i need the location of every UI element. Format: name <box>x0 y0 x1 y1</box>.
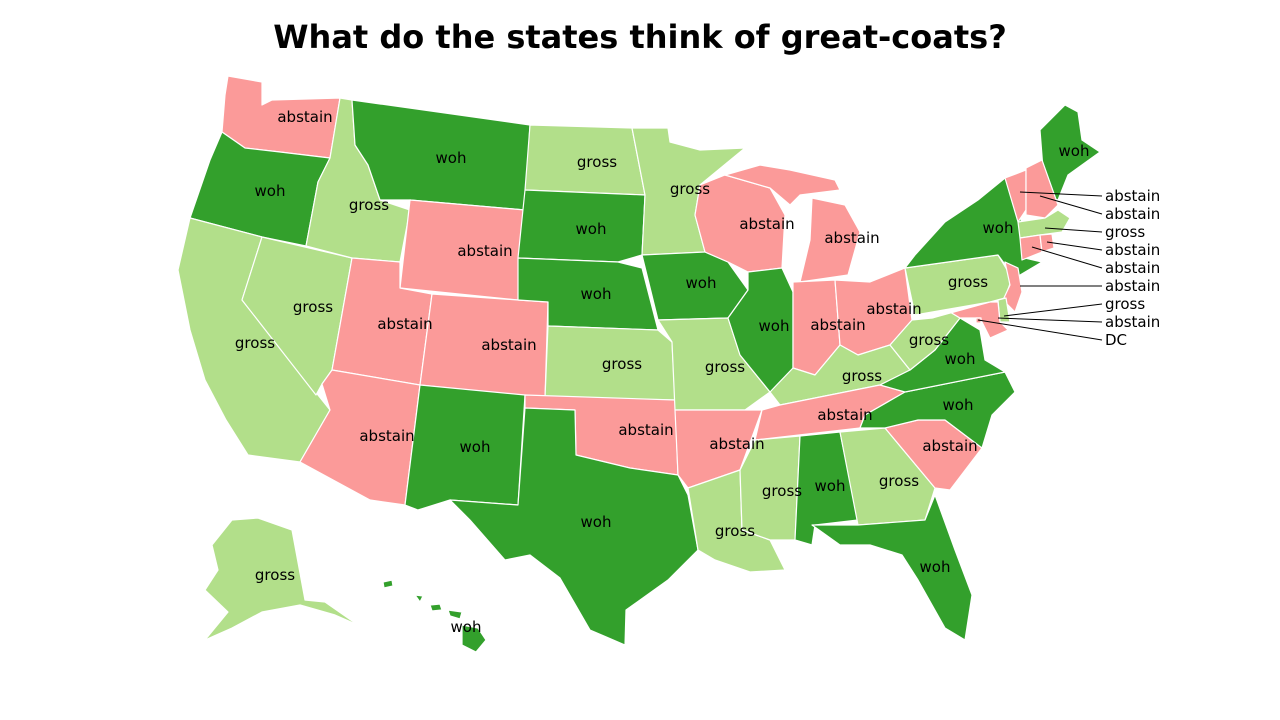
label-KY: gross <box>842 367 882 385</box>
map-title: What do the states think of great-coats? <box>273 18 1007 56</box>
label-WV: gross <box>909 331 949 349</box>
label-LA: gross <box>715 522 755 540</box>
label-NY: woh <box>983 219 1014 237</box>
label-NV: gross <box>293 298 333 316</box>
label-AL: woh <box>815 477 846 495</box>
label-CO: abstain <box>481 336 536 354</box>
label-OR: woh <box>255 182 286 200</box>
callout-label: abstain <box>1105 205 1160 223</box>
label-ME: woh <box>1059 142 1090 160</box>
label-MS: gross <box>762 482 802 500</box>
callout-labels: abstain abstain gross abstain abstain ab… <box>1105 187 1160 349</box>
label-PA: gross <box>948 273 988 291</box>
state-TX[interactable] <box>449 407 699 646</box>
label-WI: abstain <box>739 215 794 233</box>
state-labels: abstain woh gross gross gross woh abstai… <box>235 108 1090 636</box>
state-SD[interactable] <box>517 189 646 263</box>
label-MI: abstain <box>824 229 879 247</box>
callout-label: abstain <box>1105 259 1160 277</box>
label-MO: gross <box>705 358 745 376</box>
label-OK: abstain <box>618 421 673 439</box>
label-FL: woh <box>920 558 951 576</box>
label-GA: gross <box>879 472 919 490</box>
label-AK: gross <box>255 566 295 584</box>
state-FL[interactable] <box>811 494 973 641</box>
state-NH[interactable] <box>1025 159 1059 219</box>
state-AK[interactable] <box>204 517 359 641</box>
callout-label: abstain <box>1105 241 1160 259</box>
callout-label: gross <box>1105 223 1145 241</box>
label-WY: abstain <box>457 242 512 260</box>
label-WA: abstain <box>277 108 332 126</box>
label-IA: woh <box>686 274 717 292</box>
state-NJ[interactable] <box>1002 261 1023 313</box>
label-ID: gross <box>349 196 389 214</box>
label-TN: abstain <box>817 406 872 424</box>
label-SC: abstain <box>922 437 977 455</box>
label-NC: woh <box>943 396 974 414</box>
state-GA[interactable] <box>839 427 936 526</box>
callout-label: abstain <box>1105 187 1160 205</box>
callout-label: abstain <box>1105 277 1160 295</box>
label-ND: gross <box>577 153 617 171</box>
label-MN: gross <box>670 180 710 198</box>
callout-label: abstain <box>1105 313 1160 331</box>
state-RI[interactable] <box>1039 233 1055 253</box>
label-KS: gross <box>602 355 642 373</box>
label-IL: woh <box>759 317 790 335</box>
label-IN: abstain <box>810 316 865 334</box>
callout-leaders <box>977 191 1103 341</box>
label-OH: abstain <box>866 300 921 318</box>
label-SD: woh <box>576 220 607 238</box>
state-MI[interactable] <box>724 164 861 283</box>
label-MT: woh <box>436 149 467 167</box>
label-NE: woh <box>581 285 612 303</box>
label-TX: woh <box>581 513 612 531</box>
label-AR: abstain <box>709 435 764 453</box>
label-NM: woh <box>460 438 491 456</box>
state-MD[interactable] <box>931 301 1009 339</box>
label-VA: woh <box>945 350 976 368</box>
label-UT: abstain <box>377 315 432 333</box>
callout-label: DC <box>1105 331 1127 349</box>
state-CT[interactable] <box>1019 234 1043 261</box>
label-HI: woh <box>451 618 482 636</box>
callout-label: gross <box>1105 295 1145 313</box>
label-CA: gross <box>235 334 275 352</box>
state-HI[interactable] <box>382 579 487 653</box>
label-AZ: abstain <box>359 427 414 445</box>
